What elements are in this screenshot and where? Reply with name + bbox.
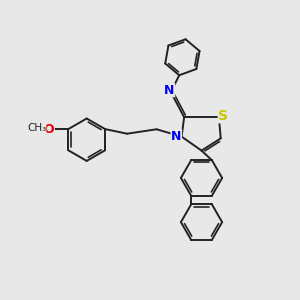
Text: S: S: [218, 109, 228, 123]
Text: N: N: [164, 84, 175, 97]
Text: N: N: [171, 130, 181, 142]
Text: CH₃: CH₃: [27, 123, 46, 133]
Text: O: O: [44, 123, 54, 136]
